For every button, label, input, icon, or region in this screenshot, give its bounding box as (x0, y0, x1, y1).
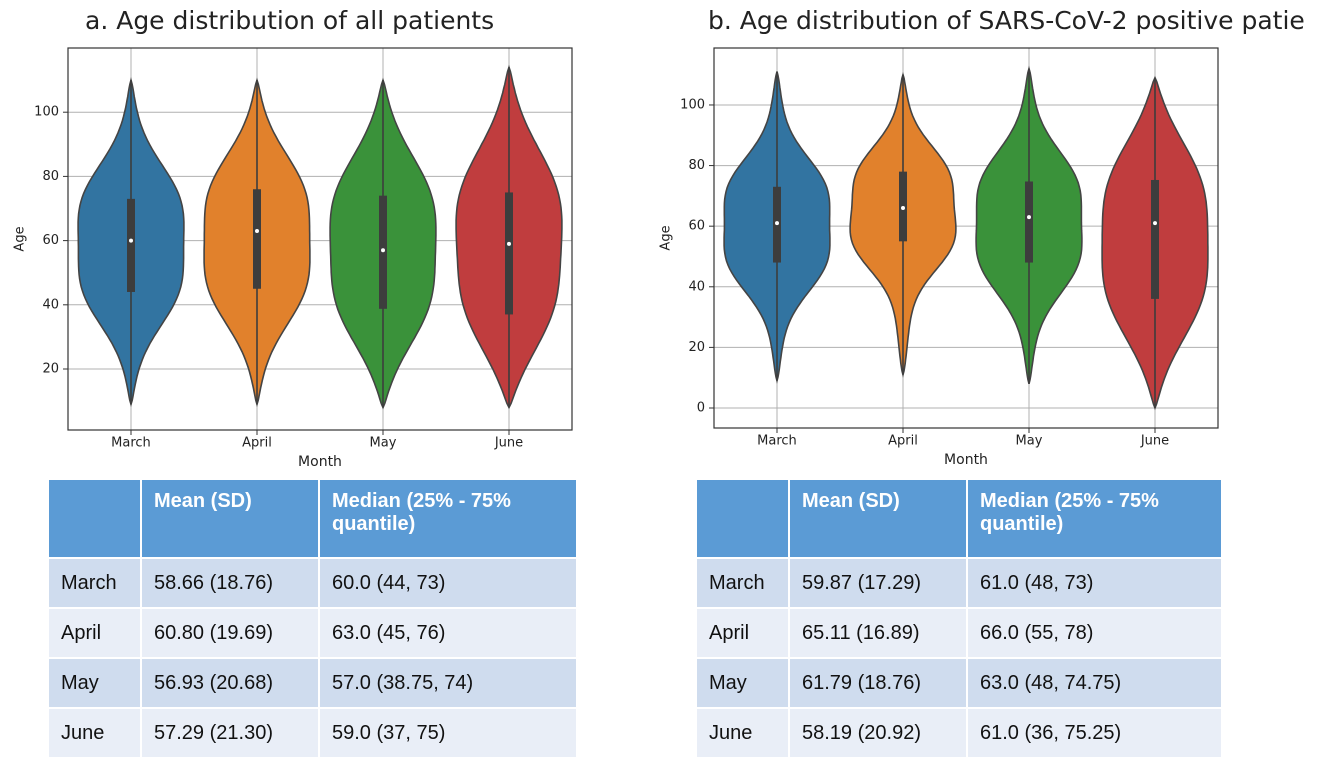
x-tick-label: May (1016, 434, 1043, 449)
y-tick-label: 0 (697, 401, 705, 416)
table-cell: 65.11 (16.89) (788, 607, 968, 659)
x-axis-label: Month (944, 452, 988, 468)
table-cell: 59.0 (37, 75) (318, 707, 578, 759)
plot-frame (67, 47, 573, 431)
table-cell: 63.0 (45, 76) (318, 607, 578, 659)
table-cell: 58.66 (18.76) (140, 557, 320, 609)
plot-frame (713, 47, 1219, 429)
median (255, 228, 259, 233)
table-cell: 60.80 (19.69) (140, 607, 320, 659)
table-cell: 63.0 (48, 74.75) (966, 657, 1223, 709)
y-tick-label: 100 (34, 105, 59, 120)
median (129, 238, 133, 243)
y-tick-label: 40 (42, 297, 59, 312)
charts: a. Age distribution of all patients 20 40 6… (13, 6, 1305, 470)
table-cell: 58.19 (20.92) (788, 707, 968, 759)
table-cell: 61.0 (48, 73) (966, 557, 1223, 609)
x-axis-label: Month (298, 454, 342, 470)
y-tick-label: 100 (680, 97, 705, 112)
table-cell: May (695, 657, 790, 709)
box (127, 198, 135, 292)
table: Mean (SD) Median (25% - 75% quantile) Marc… (695, 478, 1223, 759)
box (505, 192, 513, 315)
y-tick-label: 80 (688, 158, 705, 173)
median (775, 221, 779, 226)
table-cell: 56.93 (20.68) (140, 657, 320, 709)
table: Mean (SD) Median (25% - 75% quantile) Marc… (47, 478, 578, 759)
x-tick-label: May (370, 436, 397, 451)
table-cell: 59.87 (17.29) (788, 557, 968, 609)
table-row: May 61.79 (18.76) 63.0 (48, 74.75) (695, 657, 1223, 709)
header-cell: Mean (SD) (788, 478, 968, 559)
x-tick-label: April (242, 436, 272, 451)
y-tick-label: 20 (688, 340, 705, 355)
table-cell: April (47, 607, 142, 659)
y-tick-label: 40 (688, 279, 705, 294)
x-tick-label: March (111, 436, 151, 451)
x-tick-label: June (494, 436, 523, 451)
table-cell: March (695, 557, 790, 609)
table-cell: April (695, 607, 790, 659)
box (1025, 181, 1033, 263)
header-cell: Median (25% - 75% quantile) (318, 478, 578, 559)
table-row: June 58.19 (20.92) 61.0 (36, 75.25) (695, 707, 1223, 759)
y-axis-label: Age (659, 225, 674, 250)
median (901, 206, 905, 210)
table-cell: 57.29 (21.30) (140, 707, 320, 759)
y-tick-label: 20 (42, 362, 59, 377)
table-cell: 66.0 (55, 78) (966, 607, 1223, 659)
table-cell: March (47, 557, 142, 609)
table-cell: May (47, 657, 142, 709)
table-row: April 65.11 (16.89) 66.0 (55, 78) (695, 607, 1223, 659)
y-tick-label: 60 (688, 219, 705, 234)
median (381, 248, 385, 253)
median (1027, 215, 1031, 220)
y-tick-label: 60 (42, 233, 59, 248)
median (507, 241, 511, 246)
header-cell: Mean (SD) (140, 478, 320, 559)
table-cell: 61.0 (36, 75.25) (966, 707, 1223, 759)
chart-title: a. Age distribution of all patients (85, 6, 494, 35)
y-tick-label: 80 (42, 169, 59, 184)
header-row: Mean (SD) Median (25% - 75% quantile) (47, 478, 578, 559)
table-cell: 57.0 (38.75, 74) (318, 657, 578, 709)
table-cell: June (47, 707, 142, 759)
y-axis-label: Age (13, 226, 28, 251)
header-cell: Median (25% - 75% quantile) (966, 478, 1223, 559)
header-cell (47, 478, 142, 559)
table-cell: 60.0 (44, 73) (318, 557, 578, 609)
chart-title: b. Age distribution of SARS-CoV-2 positi… (708, 6, 1305, 35)
table-cell: 61.79 (18.76) (788, 657, 968, 709)
table-row: March 58.66 (18.76) 60.0 (44, 73) (47, 557, 578, 609)
table-row: May 56.93 (20.68) 57.0 (38.75, 74) (47, 657, 578, 709)
box (379, 195, 387, 309)
header-row: Mean (SD) Median (25% - 75% quantile) (695, 478, 1223, 559)
table-row: April 60.80 (19.69) 63.0 (45, 76) (47, 607, 578, 659)
x-tick-label: March (757, 434, 797, 449)
median (1153, 221, 1157, 226)
table-row: March 59.87 (17.29) 61.0 (48, 73) (695, 557, 1223, 609)
x-tick-label: April (888, 434, 918, 449)
box (1151, 179, 1159, 299)
x-tick-label: June (1140, 434, 1169, 449)
table-row: June 57.29 (21.30) 59.0 (37, 75) (47, 707, 578, 759)
box (253, 189, 261, 289)
header-cell (695, 478, 790, 559)
table-cell: June (695, 707, 790, 759)
